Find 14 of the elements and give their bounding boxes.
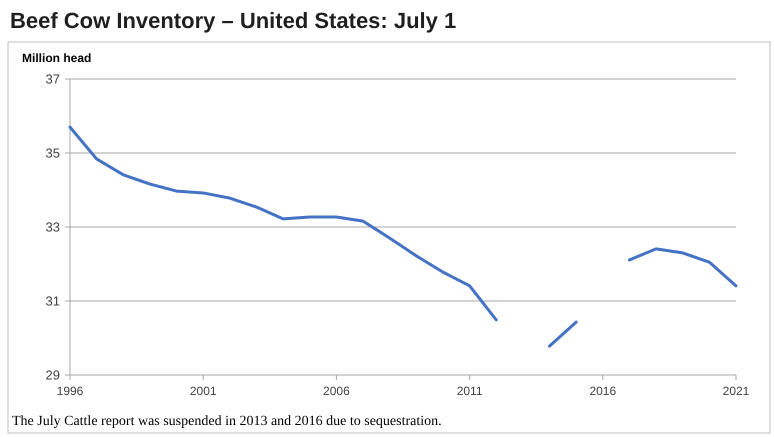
x-tick-label: 2001 <box>190 384 217 398</box>
x-tick-label: 1996 <box>56 384 84 398</box>
y-tick-label: 31 <box>46 294 60 309</box>
x-tick-label: 2021 <box>722 384 750 398</box>
x-tick-label: 2011 <box>456 384 483 398</box>
x-tick-label: 2006 <box>323 384 350 398</box>
x-tick-label: 2016 <box>589 384 616 398</box>
y-tick-label: 37 <box>46 72 60 87</box>
text: The July Cattle report was suspended in 2013 and 2016 due to sequestration. <box>12 414 442 429</box>
y-tick-label: 35 <box>46 146 60 161</box>
chart-title: Beef Cow Inventory – United States: July 1 <box>10 8 456 33</box>
y-tick-label: 29 <box>46 368 60 383</box>
y-axis-title: Million head <box>22 51 92 65</box>
y-tick-label: 33 <box>46 220 60 235</box>
